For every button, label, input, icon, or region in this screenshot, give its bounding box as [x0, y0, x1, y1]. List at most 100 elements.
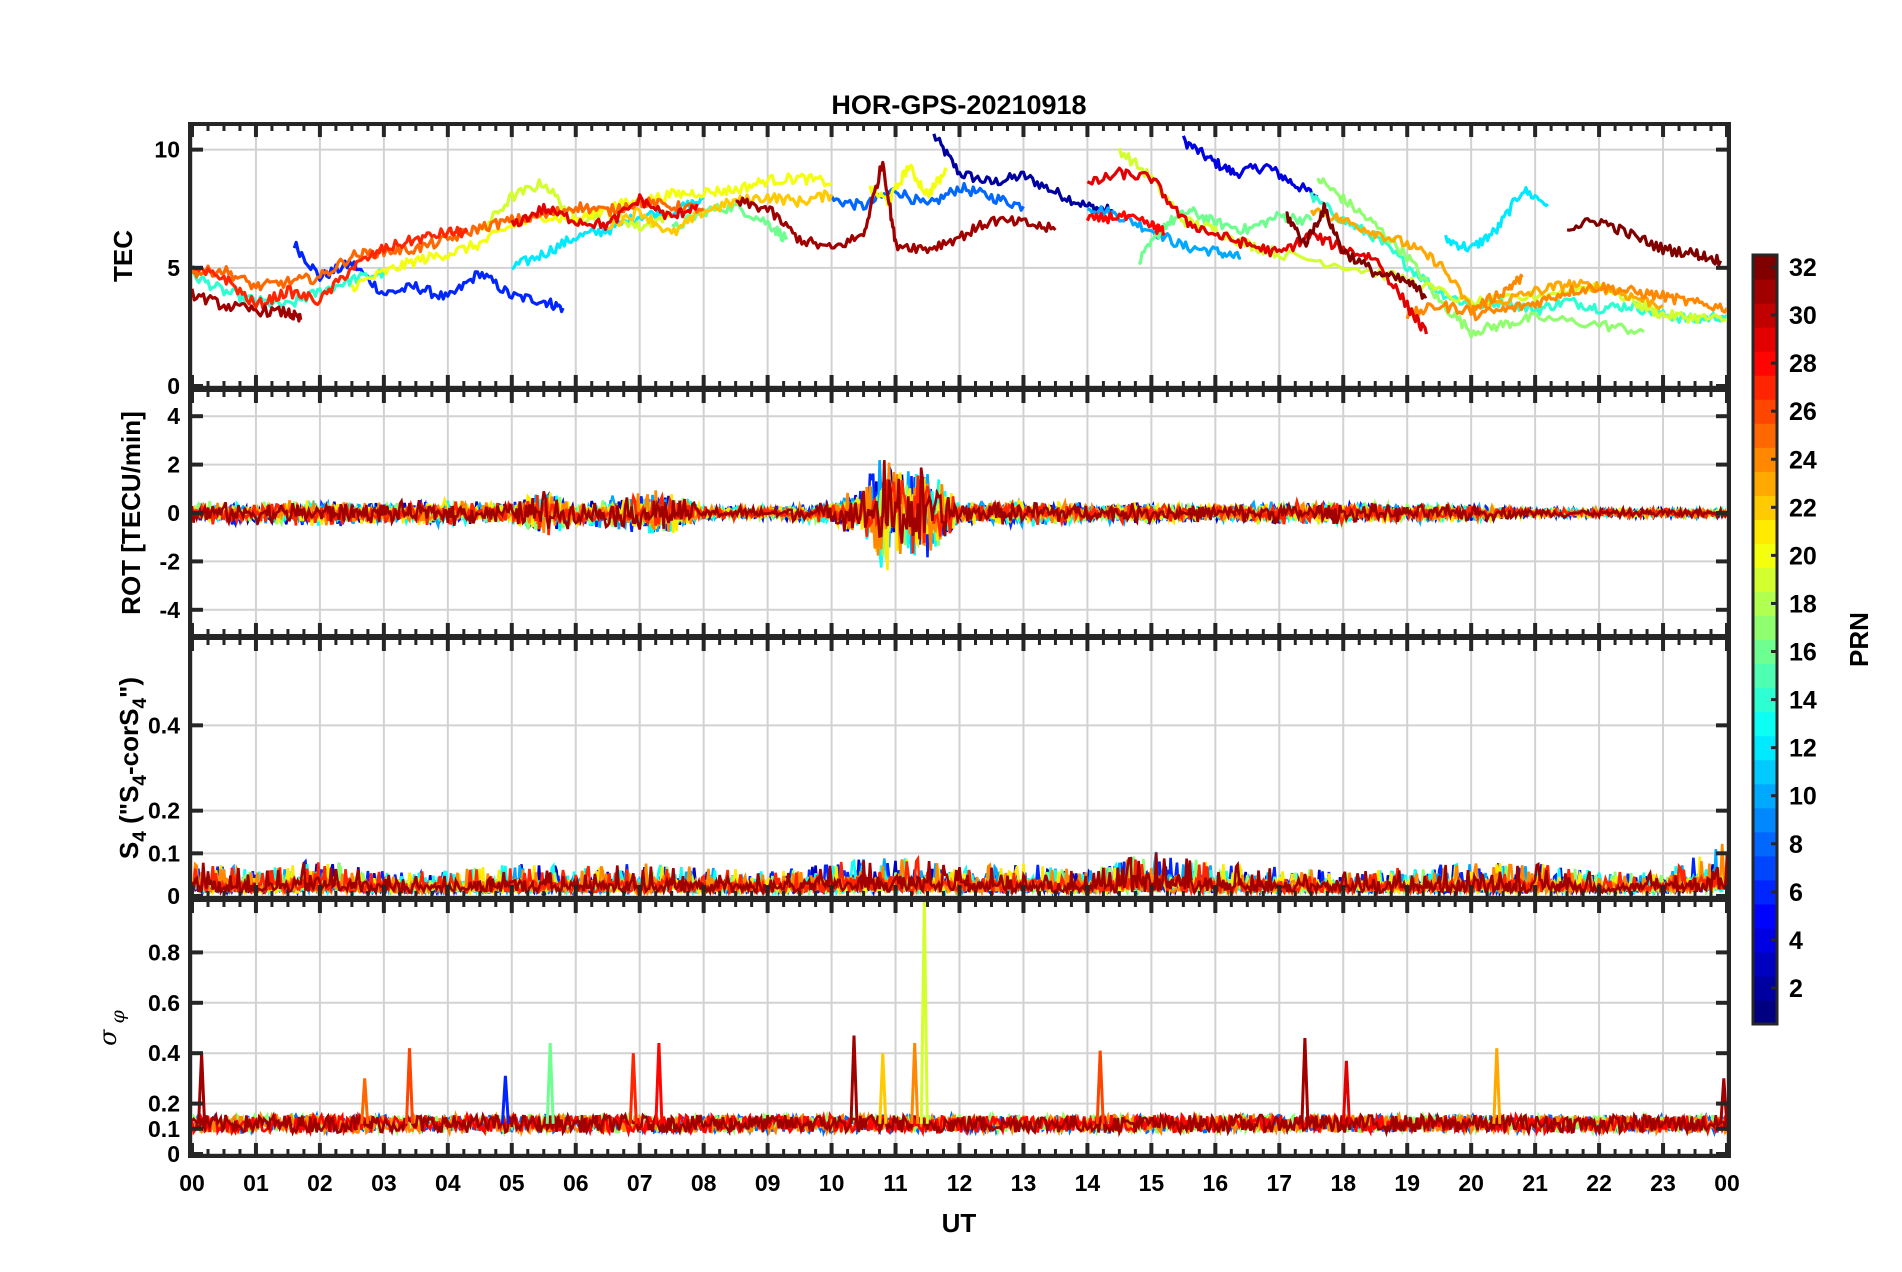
- sigma-baseline-prn-31: [192, 1111, 1727, 1138]
- tec-line-prn-14: [192, 268, 386, 308]
- tec-line-prn-32: [1566, 217, 1723, 267]
- sigma-spike: [1300, 1038, 1310, 1124]
- x-tick-label: 23: [1650, 1170, 1676, 1196]
- colorbar-frame: [1751, 253, 1779, 1026]
- panel-1-ticks: -4 -2 0 2 4: [160, 390, 1729, 636]
- sigma-spike: [628, 1053, 638, 1124]
- x-tick-label: 01: [243, 1170, 269, 1196]
- colorbar-tick-label: 20: [1789, 542, 1817, 570]
- tec-line-prn-29: [1086, 166, 1428, 335]
- x-tick-label: 11: [883, 1170, 908, 1196]
- y-tick-label: 0.1: [148, 840, 180, 866]
- colorbar-swatch: [1753, 279, 1777, 304]
- tec-line-prn-12: [1444, 186, 1549, 253]
- colorbar-tick-label: 30: [1789, 302, 1817, 330]
- y-tick-label: 0.8: [148, 939, 180, 965]
- x-tick-label: 05: [499, 1170, 525, 1196]
- sigma-spike: [405, 1048, 414, 1124]
- y-tick-label: 0: [167, 1141, 180, 1167]
- x-tick-label: 13: [1011, 1170, 1037, 1196]
- tec-line-prn-10: [1086, 205, 1242, 260]
- chart-title: HOR-GPS-20210918: [831, 90, 1086, 120]
- y-tick-label: -4: [160, 597, 181, 623]
- sigma-spike: [878, 1053, 888, 1124]
- x-tick-label: 20: [1458, 1170, 1484, 1196]
- x-tick-label: 00: [179, 1170, 205, 1196]
- colorbar-tick-label: 4: [1789, 927, 1803, 955]
- y-tick-label: 0: [167, 883, 180, 909]
- sigma-spike: [1341, 1060, 1351, 1124]
- y-tick-label: -2: [160, 548, 180, 574]
- colorbar-tick-label: 6: [1789, 879, 1803, 907]
- colorbar-swatch: [1753, 711, 1777, 737]
- colorbar-swatch: [1753, 951, 1777, 977]
- x-tick-label: 17: [1266, 1170, 1292, 1196]
- x-tick-label: 21: [1522, 1170, 1548, 1196]
- tec-line-prn-17: [1316, 177, 1645, 339]
- colorbar-swatch: [1753, 855, 1777, 881]
- colorbar-label: PRN: [1844, 612, 1874, 667]
- tec-line-prn-32: [1285, 202, 1428, 300]
- x-tick-label: 10: [819, 1170, 845, 1196]
- tec-line-prn-24: [1470, 281, 1727, 322]
- x-tick-label: 12: [947, 1170, 973, 1196]
- tec-line-prn-2: [932, 133, 1114, 216]
- colorbar-swatch: [1753, 567, 1777, 593]
- colorbar-swatch: [1753, 471, 1777, 496]
- sigma-spike: [1719, 1078, 1727, 1124]
- sigma-spike: [500, 1075, 510, 1124]
- x-tick-label: 07: [627, 1170, 653, 1196]
- panel-0: 0 5 10 TEC: [108, 122, 1731, 399]
- tec-line-prn-25: [192, 196, 705, 292]
- tec-line-prn-31: [735, 160, 1057, 255]
- y-tick-label: 0: [167, 500, 180, 526]
- panel-3: 00.10.2 0.4 0.6 0.8 σ φ: [94, 898, 1731, 1167]
- panel-1: -4 -2 0 2 4 ROT [TECU/min]: [116, 388, 1731, 638]
- colorbar-swatch: [1753, 663, 1777, 689]
- colorbar-tick-label: 28: [1789, 350, 1817, 378]
- tec-line-prn-28: [1085, 210, 1166, 236]
- y-tick-label: 10: [154, 137, 180, 163]
- tec-line-prn-4: [1181, 135, 1319, 199]
- x-tick-label: 15: [1139, 1170, 1165, 1196]
- colorbar-tick-label: 26: [1789, 398, 1817, 426]
- y-axis-label: TEC: [108, 230, 138, 282]
- x-tick-label: 06: [563, 1170, 589, 1196]
- sigma-spike: [1492, 1048, 1502, 1124]
- colorbar-tick-label: 10: [1789, 783, 1817, 811]
- colorbar-swatch: [1753, 999, 1777, 1025]
- panel-0-data: [192, 133, 1727, 339]
- sigma-spike: [1095, 1050, 1105, 1124]
- colorbar-tick-label: 16: [1789, 639, 1817, 667]
- x-tick-label: 08: [691, 1170, 717, 1196]
- colorbar-swatch: [1753, 759, 1777, 785]
- y-tick-label: 0.1: [148, 1116, 180, 1142]
- colorbar-tick-label: 2: [1789, 975, 1803, 1003]
- tec-line-prn-24: [1405, 273, 1524, 320]
- x-tick-label: 19: [1394, 1170, 1420, 1196]
- colorbar-tick-label: 22: [1789, 494, 1817, 522]
- colorbar-tick-label: 18: [1789, 590, 1817, 618]
- y-tick-label: 0.4: [148, 1040, 180, 1066]
- y-tick-label: 0.2: [148, 1091, 180, 1117]
- x-tick-label: 22: [1586, 1170, 1612, 1196]
- colorbar-tick-label: 8: [1789, 831, 1803, 859]
- tec-line-prn-8: [830, 182, 1025, 212]
- colorbar-tick-label: 14: [1789, 687, 1817, 715]
- sigma-spike: [545, 1043, 555, 1124]
- sigma-spike: [360, 1078, 370, 1124]
- tec-line-prn-22: [607, 189, 834, 237]
- x-tick-label: 03: [371, 1170, 397, 1196]
- sigma-spike: [654, 1043, 664, 1124]
- panel-1-data: [192, 460, 1727, 571]
- y-axis-label: σ φ: [94, 1009, 129, 1045]
- x-tick-label: 04: [435, 1170, 461, 1196]
- colorbar-swatch: [1753, 375, 1777, 400]
- tec-line-prn-31: [192, 288, 303, 323]
- x-tick-label: 16: [1203, 1170, 1229, 1196]
- y-axis-label: ROT [TECU/min]: [116, 411, 146, 615]
- panel-3-ticks: 00.10.2 0.4 0.6 0.8: [148, 900, 1729, 1167]
